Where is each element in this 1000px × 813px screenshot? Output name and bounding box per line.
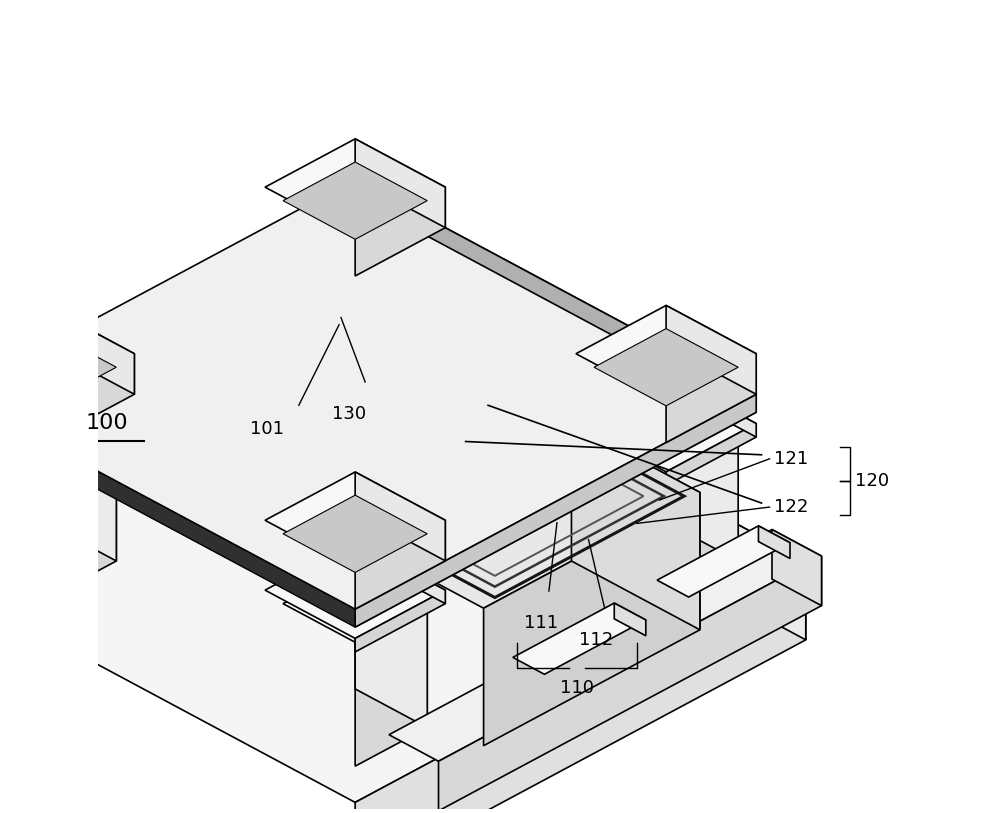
Polygon shape — [44, 398, 116, 561]
Polygon shape — [0, 180, 756, 609]
Polygon shape — [571, 424, 700, 630]
Polygon shape — [44, 424, 134, 485]
Polygon shape — [44, 376, 134, 437]
Text: 121: 121 — [774, 450, 808, 467]
Text: 101: 101 — [250, 420, 284, 438]
Text: 100: 100 — [86, 413, 129, 433]
Polygon shape — [44, 306, 134, 394]
Polygon shape — [666, 437, 738, 600]
Polygon shape — [666, 354, 756, 442]
Polygon shape — [0, 398, 116, 476]
Polygon shape — [389, 529, 822, 761]
Polygon shape — [283, 232, 427, 309]
Polygon shape — [355, 187, 445, 276]
Polygon shape — [0, 306, 134, 402]
Polygon shape — [758, 526, 790, 559]
Polygon shape — [355, 209, 445, 271]
Polygon shape — [355, 561, 806, 813]
Polygon shape — [355, 520, 445, 609]
Polygon shape — [355, 541, 445, 603]
Text: 122: 122 — [774, 498, 808, 516]
Text: 120: 120 — [855, 472, 889, 490]
Text: 110: 110 — [560, 679, 594, 697]
Polygon shape — [355, 394, 756, 627]
Polygon shape — [576, 376, 756, 472]
Polygon shape — [355, 139, 445, 228]
Polygon shape — [355, 232, 427, 394]
Polygon shape — [355, 603, 427, 766]
Polygon shape — [265, 139, 445, 236]
Polygon shape — [44, 354, 134, 442]
Polygon shape — [666, 376, 756, 437]
Polygon shape — [0, 320, 806, 802]
Polygon shape — [355, 565, 427, 728]
Polygon shape — [355, 424, 700, 608]
Polygon shape — [355, 320, 806, 640]
Polygon shape — [666, 306, 756, 394]
Polygon shape — [484, 493, 700, 746]
Polygon shape — [265, 541, 445, 638]
Polygon shape — [0, 328, 116, 406]
Polygon shape — [772, 529, 822, 606]
Polygon shape — [355, 472, 445, 561]
Polygon shape — [594, 398, 738, 476]
Polygon shape — [283, 565, 427, 642]
Text: 130: 130 — [332, 405, 366, 423]
Polygon shape — [355, 257, 445, 319]
Polygon shape — [513, 603, 646, 674]
Polygon shape — [265, 472, 445, 568]
Polygon shape — [265, 209, 445, 305]
Polygon shape — [666, 424, 756, 485]
Polygon shape — [657, 526, 790, 597]
Polygon shape — [0, 376, 134, 472]
Polygon shape — [594, 328, 738, 406]
Polygon shape — [355, 180, 756, 412]
Text: 112: 112 — [579, 631, 614, 649]
Polygon shape — [576, 306, 756, 402]
Text: 111: 111 — [524, 615, 558, 633]
Polygon shape — [0, 198, 756, 627]
Polygon shape — [666, 398, 738, 561]
Polygon shape — [283, 495, 427, 572]
Polygon shape — [614, 603, 646, 636]
Polygon shape — [283, 162, 427, 239]
Polygon shape — [355, 271, 427, 433]
Polygon shape — [439, 556, 822, 811]
Polygon shape — [355, 590, 445, 652]
Polygon shape — [44, 437, 116, 600]
